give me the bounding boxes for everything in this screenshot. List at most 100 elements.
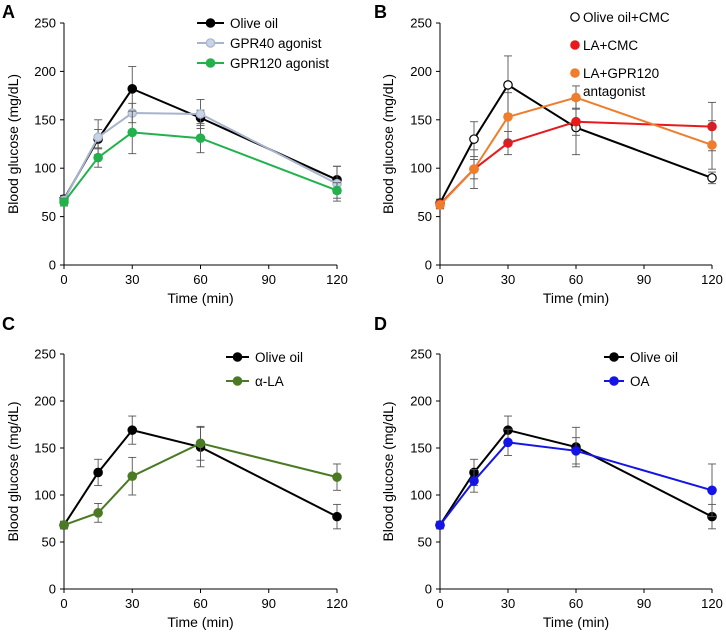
x-tick-label: 0: [436, 272, 443, 287]
y-tick-label: 0: [425, 582, 432, 597]
data-point: [469, 164, 479, 174]
x-tick-label: 30: [125, 596, 139, 611]
data-point: [93, 467, 103, 478]
y-tick-label: 200: [34, 64, 56, 79]
y-tick-label: 0: [49, 258, 56, 273]
y-tick-label: 150: [34, 441, 56, 456]
data-point: [571, 446, 581, 456]
x-tick-label: 30: [125, 272, 139, 287]
y-axis-title: Blood glucose (mg/dL): [380, 401, 396, 541]
data-point: [332, 185, 342, 196]
data-point: [332, 472, 342, 482]
legend-label: Olive oil: [255, 350, 303, 365]
data-point: [93, 132, 103, 143]
legend-label-line: LA+GPR120: [583, 66, 659, 81]
y-tick-label: 150: [410, 112, 432, 127]
y-axis-title: Blood glucose (mg/dL): [5, 401, 21, 541]
series-0: [435, 415, 717, 530]
y-tick-label: 250: [34, 347, 56, 362]
y-tick-label: 100: [410, 161, 432, 176]
y-tick-label: 50: [418, 209, 432, 224]
y-tick-label: 200: [410, 64, 432, 79]
data-point: [195, 133, 206, 143]
x-tick-label: 90: [262, 272, 276, 287]
x-tick-label: 0: [60, 272, 67, 287]
x-tick-label: 60: [193, 596, 207, 611]
y-tick-label: 50: [42, 535, 56, 550]
y-tick-label: 50: [42, 209, 56, 224]
x-tick-label: 30: [501, 272, 515, 287]
x-axis-title: Time (min): [543, 290, 609, 306]
series-1: [435, 428, 717, 530]
y-tick-label: 200: [34, 394, 56, 409]
y-tick-label: 250: [34, 16, 56, 31]
x-tick-label: 60: [569, 272, 583, 287]
x-tick-label: 60: [193, 272, 207, 287]
panel-b: B 0 50 100 150 200 250 0 30 60 90 120 Time (min) Bloo…: [374, 2, 723, 306]
legend-marker: [232, 376, 243, 386]
legend-label: Olive oil+CMC: [583, 10, 670, 25]
y-tick-label: 150: [410, 441, 432, 456]
data-point: [195, 109, 206, 119]
panel-a: A 0 50 100 150 200 250 0 30 60 90 120 Time (min) Bloo…: [2, 2, 348, 306]
legend-marker: [205, 38, 216, 48]
legend-label: LA+GPR120 antagonist: [583, 66, 659, 99]
data-point: [469, 476, 479, 486]
legend: Olive oil α-LA: [226, 350, 303, 389]
series-1: [435, 101, 717, 209]
legend-label: GPR120 agonist: [230, 56, 329, 71]
series-1: [59, 425, 342, 530]
legend-label: Olive oil: [630, 350, 678, 365]
data-point: [707, 140, 717, 150]
data-point: [435, 520, 445, 530]
y-tick-label: 100: [34, 488, 56, 503]
series-2: [435, 85, 717, 210]
x-tick-label: 60: [569, 596, 583, 611]
x-tick-label: 90: [262, 596, 276, 611]
data-point: [503, 437, 513, 448]
x-tick-label: 90: [637, 596, 651, 611]
data-point: [195, 438, 206, 449]
legend-marker: [570, 40, 580, 50]
data-point: [571, 116, 581, 127]
data-point: [503, 80, 513, 90]
y-tick-label: 100: [410, 488, 432, 503]
y-tick-label: 100: [34, 161, 56, 176]
y-tick-label: 250: [410, 347, 432, 362]
data-point: [59, 520, 69, 530]
data-point: [93, 152, 103, 163]
x-tick-label: 0: [60, 596, 67, 611]
panel-letter: A: [2, 2, 15, 22]
x-tick-label: 120: [701, 596, 723, 611]
data-point: [435, 200, 445, 210]
legend-label: Olive oil: [230, 16, 278, 31]
panel-letter: C: [2, 314, 15, 334]
x-tick-label: 30: [501, 596, 515, 611]
y-tick-label: 0: [49, 582, 56, 597]
legend-marker: [609, 376, 619, 386]
y-tick-label: 250: [410, 16, 432, 31]
y-tick-label: 0: [425, 258, 432, 273]
panel-letter: D: [374, 314, 387, 334]
x-tick-label: 120: [326, 272, 348, 287]
series-2: [59, 110, 342, 207]
x-tick-label: 120: [326, 596, 348, 611]
legend-marker: [570, 12, 580, 22]
data-point: [469, 134, 479, 144]
legend: Olive oil+CMC LA+CMC LA+GPR120 antagonist: [570, 10, 670, 99]
legend: Olive oil GPR40 agonist GPR120 agonist: [197, 16, 329, 71]
panel-d: D 0 50 100 150 200 250 0 30 60 90 120 Time (min) Bloo…: [374, 314, 723, 630]
legend-marker: [232, 352, 243, 362]
legend-label: α-LA: [255, 374, 284, 389]
legend-label-line: antagonist: [583, 84, 646, 99]
data-point: [127, 127, 138, 138]
data-point: [707, 173, 717, 183]
panel-letter: B: [374, 2, 387, 22]
x-tick-label: 0: [436, 596, 443, 611]
legend-label: GPR40 agonist: [230, 36, 322, 51]
legend-marker: [205, 18, 216, 28]
data-point: [503, 112, 513, 122]
y-tick-label: 150: [34, 112, 56, 127]
y-tick-label: 200: [410, 394, 432, 409]
